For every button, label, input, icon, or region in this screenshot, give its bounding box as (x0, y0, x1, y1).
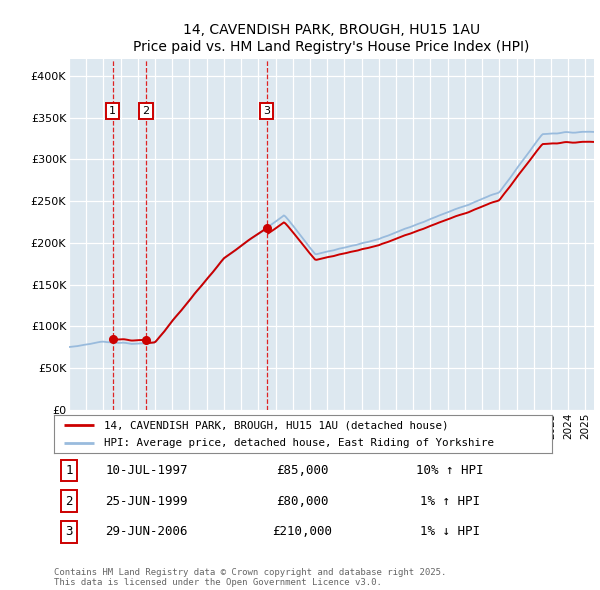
Text: Contains HM Land Registry data © Crown copyright and database right 2025.
This d: Contains HM Land Registry data © Crown c… (54, 568, 446, 587)
Text: 29-JUN-2006: 29-JUN-2006 (105, 525, 188, 539)
Text: 1: 1 (65, 464, 73, 477)
Text: 2: 2 (65, 494, 73, 508)
Text: 25-JUN-1999: 25-JUN-1999 (105, 494, 188, 508)
Text: 3: 3 (65, 525, 73, 539)
Text: 2: 2 (143, 106, 149, 116)
Text: 1: 1 (109, 106, 116, 116)
Title: 14, CAVENDISH PARK, BROUGH, HU15 1AU
Price paid vs. HM Land Registry's House Pri: 14, CAVENDISH PARK, BROUGH, HU15 1AU Pri… (133, 24, 530, 54)
Text: 10-JUL-1997: 10-JUL-1997 (105, 464, 188, 477)
Text: 14, CAVENDISH PARK, BROUGH, HU15 1AU (detached house): 14, CAVENDISH PARK, BROUGH, HU15 1AU (de… (104, 420, 448, 430)
Text: 3: 3 (263, 106, 270, 116)
Text: £80,000: £80,000 (276, 494, 328, 508)
Text: 1% ↑ HPI: 1% ↑ HPI (420, 494, 480, 508)
Text: 1% ↓ HPI: 1% ↓ HPI (420, 525, 480, 539)
Text: £210,000: £210,000 (272, 525, 332, 539)
Text: £85,000: £85,000 (276, 464, 328, 477)
Text: HPI: Average price, detached house, East Riding of Yorkshire: HPI: Average price, detached house, East… (104, 438, 494, 448)
Text: 10% ↑ HPI: 10% ↑ HPI (416, 464, 484, 477)
